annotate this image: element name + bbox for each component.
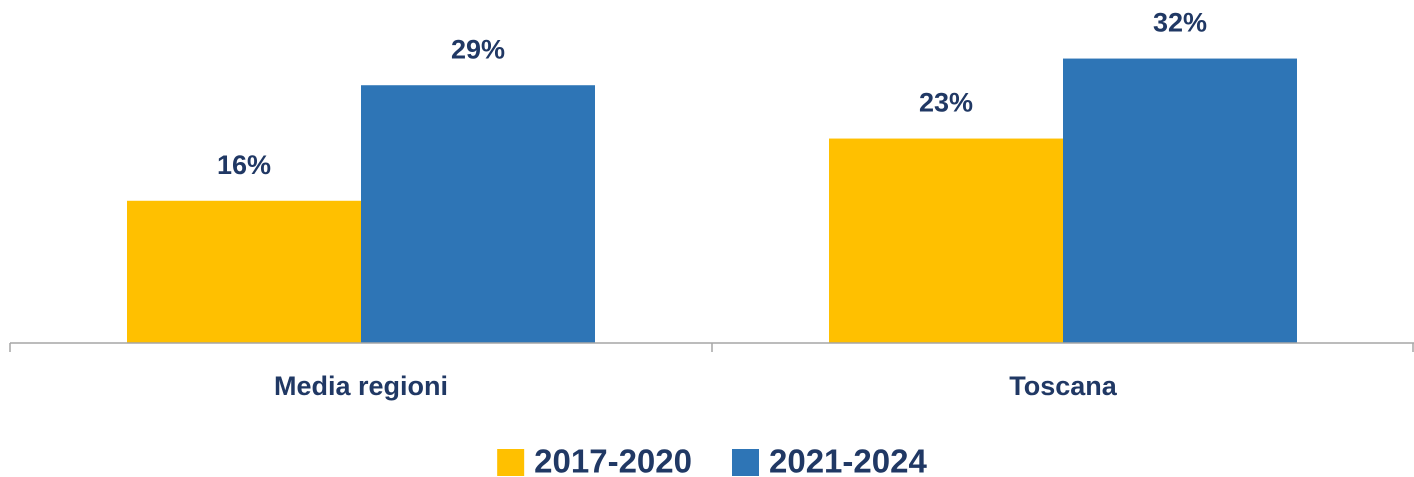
bar xyxy=(361,85,595,343)
legend-swatch xyxy=(497,449,525,476)
data-label: 32% xyxy=(1153,8,1207,38)
x-tick-label: Media regioni xyxy=(274,371,448,401)
legend-label: 2021-2024 xyxy=(769,443,927,477)
bar xyxy=(1063,58,1297,344)
bar xyxy=(127,200,361,343)
legend-label: 2017-2020 xyxy=(534,443,692,477)
data-label: 23% xyxy=(919,88,973,118)
data-label: 29% xyxy=(451,34,505,64)
legend-swatch xyxy=(732,449,759,476)
data-label: 16% xyxy=(217,150,271,180)
bar xyxy=(829,138,1063,343)
x-tick-label: Toscana xyxy=(1009,371,1118,401)
